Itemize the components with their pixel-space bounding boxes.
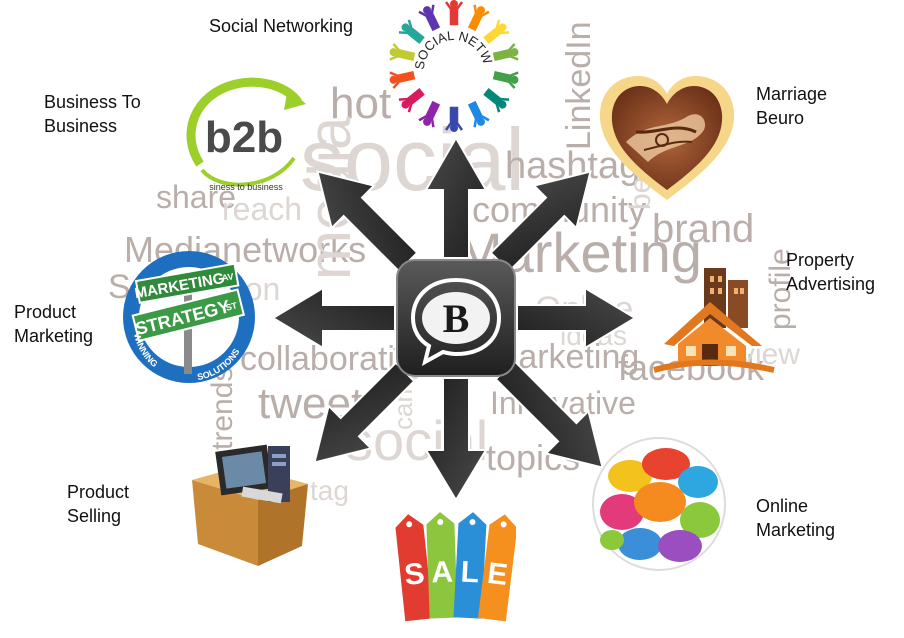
arrow-right bbox=[516, 286, 637, 350]
sale-tag-letter: S bbox=[403, 557, 426, 592]
cloud-word: trends bbox=[206, 367, 239, 450]
cloud-word: profile bbox=[764, 248, 797, 330]
label-online-marketing: Online Marketing bbox=[756, 496, 836, 540]
arrow-up-right bbox=[489, 170, 592, 273]
person-figure bbox=[444, 106, 464, 132]
cloud-word: brand bbox=[652, 207, 754, 251]
arrow-down-left bbox=[313, 361, 416, 464]
person-figure bbox=[389, 43, 416, 62]
heart-hands-henna-icon bbox=[599, 76, 735, 200]
cloud-word: LinkedIn bbox=[560, 21, 598, 150]
social-network-people-circle-icon: SOCIAL NETWORK bbox=[386, 0, 519, 132]
person-figure bbox=[467, 100, 490, 128]
person-figure bbox=[418, 4, 441, 32]
b2b-tagline: siness to business bbox=[209, 182, 283, 192]
arrow-down-right bbox=[494, 359, 604, 469]
label-business-to-business: Business To Business bbox=[44, 92, 141, 136]
b2b-logo-icon: b2b siness to business bbox=[186, 77, 306, 192]
sale-tag-letter: A bbox=[431, 556, 454, 590]
computer-in-box-icon bbox=[192, 444, 308, 566]
person-figure bbox=[467, 4, 490, 32]
hub-letter: B bbox=[443, 296, 470, 341]
arrow-up-left bbox=[316, 170, 419, 273]
person-figure bbox=[492, 70, 519, 89]
sale-tag-letter: E bbox=[486, 557, 510, 592]
arrow-up bbox=[424, 135, 488, 259]
house-building-icon bbox=[653, 268, 775, 373]
cloud-word: hot bbox=[330, 79, 391, 128]
sign-av: AV bbox=[221, 271, 234, 283]
colorful-speech-bubbles-icon bbox=[592, 437, 726, 571]
person-figure bbox=[492, 43, 519, 62]
person-figure bbox=[389, 70, 416, 89]
sale-tag-letter: L bbox=[460, 556, 480, 590]
b2b-logo-text: b2b bbox=[205, 113, 283, 162]
cloud-word: share bbox=[156, 179, 236, 215]
label-social-networking: Social Networking bbox=[209, 16, 354, 36]
person-figure bbox=[418, 100, 441, 128]
sale-tags-icon: S A L E bbox=[395, 512, 516, 622]
person-figure bbox=[483, 88, 510, 113]
sign-st: ST bbox=[225, 300, 239, 313]
label-property-advertising: Property Advertising bbox=[786, 250, 876, 294]
arrow-down bbox=[424, 377, 488, 502]
person-figure bbox=[483, 19, 510, 44]
cloud-word: reach bbox=[222, 191, 302, 227]
marketing-strategy-sign-icon: MARKETING AV STRATEGY ST WINNING SOLUTIO… bbox=[123, 251, 255, 383]
cloud-word: tag bbox=[310, 475, 349, 506]
person-figure bbox=[444, 0, 464, 26]
person-figure bbox=[398, 19, 425, 44]
label-marriage-beuro: Marriage Beuro bbox=[756, 84, 828, 128]
label-product-marketing: Product Marketing bbox=[14, 302, 94, 346]
person-figure bbox=[398, 88, 425, 113]
label-product-selling: Product Selling bbox=[67, 482, 130, 526]
brand-chat-bubble-icon: B bbox=[396, 259, 516, 377]
cloud-word: S bbox=[108, 268, 131, 306]
arrow-left bbox=[271, 286, 396, 350]
